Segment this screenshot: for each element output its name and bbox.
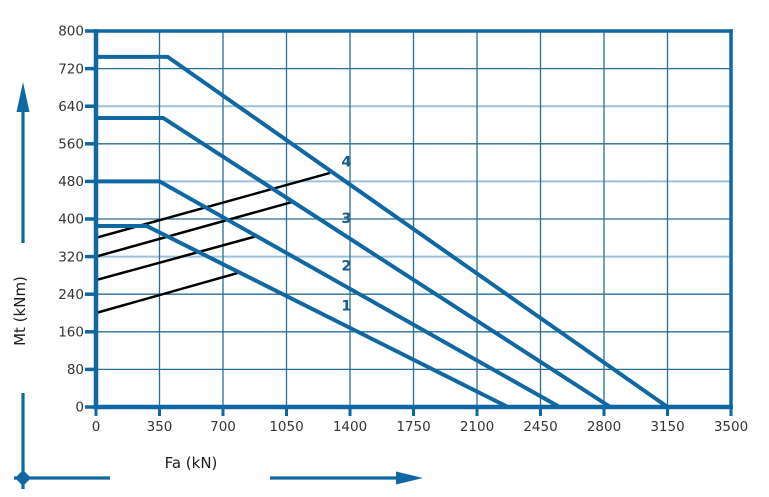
aux-line-1	[95, 271, 238, 315]
capacity-curve-2	[96, 179, 561, 409]
curve-label-2: 2	[341, 259, 351, 275]
curve-label-1: 1	[341, 299, 351, 315]
y-tick-label-320: 320	[58, 249, 84, 265]
x-tick-label-3500: 3500	[714, 419, 748, 435]
y-tick-label-480: 480	[58, 174, 84, 190]
y-tick-label-720: 720	[58, 61, 84, 77]
aux-line-2	[95, 234, 258, 282]
x-tick-label-1400: 1400	[333, 419, 367, 435]
x-tick-label-0: 0	[92, 419, 101, 435]
x-axis-arrowhead-icon	[396, 471, 423, 485]
capacity-curve-4	[96, 54, 669, 409]
x-tick-label-700: 700	[210, 419, 236, 435]
y-axis-arrowhead-icon	[16, 82, 30, 112]
capacity-curve-1	[96, 224, 509, 409]
x-tick-label-1050: 1050	[269, 419, 303, 435]
x-tick-label-2100: 2100	[460, 419, 494, 435]
curve-label-4: 4	[341, 154, 351, 170]
y-tick-label-800: 800	[58, 24, 84, 40]
y-tick-label-0: 0	[75, 400, 84, 416]
x-tick-label-2450: 2450	[523, 419, 557, 435]
y-axis-label: Mt (kNm)	[11, 276, 29, 346]
y-tick-label-560: 560	[58, 137, 84, 153]
x-tick-label-350: 350	[147, 419, 173, 435]
aux-line-3	[95, 200, 293, 258]
x-tick-label-2800: 2800	[587, 419, 621, 435]
x-tick-label-1750: 1750	[396, 419, 430, 435]
y-tick-label-160: 160	[58, 325, 84, 341]
y-tick-label-640: 640	[58, 99, 84, 115]
x-tick-label-3150: 3150	[650, 419, 684, 435]
origin-marker-diamond-icon	[15, 470, 31, 486]
y-tick-label-240: 240	[58, 287, 84, 303]
y-tick-label-80: 80	[67, 362, 84, 378]
curve-label-3: 3	[341, 211, 351, 227]
x-axis-label: Fa (kN)	[165, 454, 218, 472]
capacity-curve-3	[96, 115, 612, 409]
y-tick-label-400: 400	[58, 212, 84, 228]
